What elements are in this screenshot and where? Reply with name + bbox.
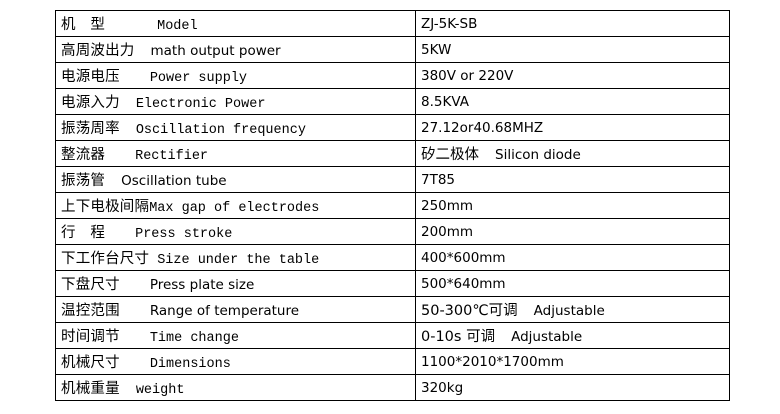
spec-value: 200mm [421, 223, 474, 240]
spec-label-cell: 行 程 Press stroke [55, 218, 416, 245]
spec-label-cn: 电源电压 [61, 69, 120, 85]
spec-label-cell: 温控范围 Range of temperature [55, 296, 416, 323]
spec-label-cn: 机 型 [61, 17, 106, 33]
spec-value-cn: 50-300℃可调 [421, 303, 518, 319]
table-row: 整流器 Rectifier 矽二极体 Silicon diode [55, 140, 730, 167]
spec-value-cell: 5KW [415, 36, 730, 63]
table-row: 下工作台尺寸 Size under the table 400*600mm [55, 244, 730, 271]
table-row: 机械重量 weight 320kg [55, 374, 730, 401]
spec-label-en: Rectifier [135, 149, 209, 164]
table-row: 振荡周率 Oscillation frequency 27.12or40.68MHZ [55, 114, 730, 141]
spec-label-en: Max gap of electrodes [149, 201, 320, 216]
spec-label-en: Electronic Power [135, 97, 266, 112]
table-row: 电源入力 Electronic Power 8.5KVA [55, 88, 730, 115]
spec-label-cn: 上下电极间隔 [61, 199, 150, 215]
spec-label-cell: 电源电压 Power supply [55, 62, 416, 89]
spec-label-cell: 电源入力 Electronic Power [55, 88, 416, 115]
spec-value-cell: 1100*2010*1700mm [415, 348, 730, 375]
spec-value-cell: 矽二极体 Silicon diode [415, 140, 730, 167]
spec-label-cell: 下盘尺寸 Press plate size [55, 270, 416, 297]
spec-label-cn: 下工作台尺寸 [61, 251, 150, 267]
spec-value-en: Silicon diode [495, 147, 581, 163]
spec-label-cn: 振荡周率 [61, 121, 120, 137]
spec-value-cn: 矽二极体 [421, 147, 479, 163]
specification-table: 机 型 Model ZJ-5K-SB 高周波出力 math output power 5K… [55, 10, 730, 401]
spec-label-cell: 振荡管 Oscillation tube [55, 166, 416, 193]
specification-sheet: 机 型 Model ZJ-5K-SB 高周波出力 math output power 5K… [55, 10, 730, 401]
spec-value-cell: 250mm [415, 192, 730, 219]
spec-label-cell: 整流器 Rectifier [55, 140, 416, 167]
spec-value-cell: 8.5KVA [415, 88, 730, 115]
spec-value-cell: 320kg [415, 374, 730, 401]
spec-value-cn: 0-10s 可调 [421, 329, 496, 345]
spec-label-cn: 下盘尺寸 [61, 277, 120, 293]
spec-label-en: Press plate size [149, 277, 255, 293]
spec-value: 380V or 220V [421, 67, 514, 84]
spec-value-en: Adjustable [511, 329, 583, 345]
table-row: 机械尺寸 Dimensions 1100*2010*1700mm [55, 348, 730, 375]
spec-value-cell: 400*600mm [415, 244, 730, 271]
spec-label-en: Oscillation tube [121, 173, 227, 189]
spec-value: 250mm [421, 197, 474, 214]
table-row: 上下电极间隔Max gap of electrodes 250mm [55, 192, 730, 219]
spec-label-cn: 整流器 [61, 147, 106, 163]
spec-value-cell: 200mm [415, 218, 730, 245]
spec-label-cn: 机械重量 [61, 381, 120, 397]
spec-value: 500*640mm [421, 275, 506, 292]
spec-label-en: Time change [149, 331, 239, 346]
spec-label-cell: 机械重量 weight [55, 374, 416, 401]
table-body: 机 型 Model ZJ-5K-SB 高周波出力 math output power 5K… [55, 10, 730, 401]
spec-value-en: Adjustable [533, 303, 605, 319]
table-row: 温控范围 Range of temperature 50-300℃可调 Adjusta… [55, 296, 730, 323]
spec-label-cell: 下工作台尺寸 Size under the table [55, 244, 416, 271]
spec-label-en: Oscillation frequency [135, 123, 306, 138]
spec-value: 8.5KVA [421, 93, 469, 110]
spec-label-cell: 高周波出力 math output power [55, 36, 416, 63]
spec-value-cell: 0-10s 可调 Adjustable [415, 322, 730, 349]
table-row: 电源电压 Power supply 380V or 220V [55, 62, 730, 89]
spec-label-cn: 高周波出力 [61, 43, 135, 59]
spec-label-en: Dimensions [149, 357, 231, 372]
spec-label-cn: 时间调节 [61, 329, 120, 345]
spec-value-cell: 50-300℃可调 Adjustable [415, 296, 730, 323]
spec-value: 320kg [421, 379, 464, 396]
spec-value: 1100*2010*1700mm [421, 353, 564, 370]
spec-value-cell: 27.12or40.68MHZ [415, 114, 730, 141]
spec-label-en: Press stroke [135, 227, 233, 242]
spec-label-cn: 行 程 [61, 225, 106, 241]
spec-label-cn: 温控范围 [61, 303, 120, 319]
spec-value: 5KW [421, 41, 452, 58]
spec-label-cell: 机 型 Model [55, 10, 416, 37]
spec-value: 27.12or40.68MHZ [421, 119, 544, 136]
table-row: 时间调节 Time change 0-10s 可调 Adjustable [55, 322, 730, 349]
spec-value-cell: 7T85 [415, 166, 730, 193]
spec-label-en: math output power [150, 43, 281, 59]
spec-value-cell: ZJ-5K-SB [415, 10, 730, 37]
spec-label-cn: 振荡管 [61, 173, 106, 189]
spec-value: 7T85 [421, 171, 456, 188]
spec-value-cell: 500*640mm [415, 270, 730, 297]
spec-label-cn: 机械尺寸 [61, 355, 120, 371]
table-row: 振荡管 Oscillation tube 7T85 [55, 166, 730, 193]
spec-value: 400*600mm [421, 249, 506, 266]
spec-label-cn: 电源入力 [61, 95, 120, 111]
spec-label-en: Model [157, 19, 198, 34]
table-row: 高周波出力 math output power 5KW [55, 36, 730, 63]
table-row: 下盘尺寸 Press plate size 500*640mm [55, 270, 730, 297]
spec-label-cell: 振荡周率 Oscillation frequency [55, 114, 416, 141]
spec-value-cell: 380V or 220V [415, 62, 730, 89]
table-row: 行 程 Press stroke 200mm [55, 218, 730, 245]
spec-label-cell: 机械尺寸 Dimensions [55, 348, 416, 375]
spec-label-en: weight [135, 383, 185, 398]
spec-label-cell: 上下电极间隔Max gap of electrodes [55, 192, 416, 219]
spec-label-en: Size under the table [157, 253, 320, 268]
spec-label-cell: 时间调节 Time change [55, 322, 416, 349]
spec-label-en: Power supply [149, 71, 248, 86]
spec-value: ZJ-5K-SB [421, 15, 478, 32]
spec-label-en: Range of temperature [149, 303, 300, 319]
table-row: 机 型 Model ZJ-5K-SB [55, 10, 730, 37]
